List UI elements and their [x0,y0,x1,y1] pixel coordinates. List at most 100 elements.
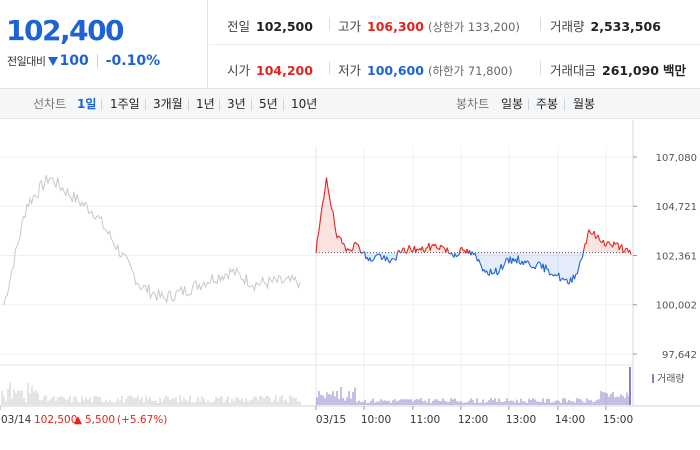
down-area [485,252,487,273]
down-segment [577,262,581,270]
down-segment [530,266,533,269]
high-label: 고가 [338,19,362,34]
tab-10y[interactable]: 10년 [291,97,318,111]
up-area [589,229,591,253]
up-segment [585,234,589,244]
down-area [575,252,578,274]
up-segment [441,245,444,248]
up-segment [318,222,321,234]
up-area [432,244,435,253]
down-segment [504,258,507,264]
down-segment [377,253,380,256]
up-segment [438,244,442,250]
divider [251,99,252,110]
up-segment [322,198,325,204]
up-area [610,244,612,253]
down-segment [490,268,493,275]
x-tick-label: 13:00 [506,414,536,426]
up-segment [588,229,591,233]
tab-5y[interactable]: 5년 [259,97,278,111]
tab-1d[interactable]: 1일 [77,97,97,111]
up-segment [424,247,427,252]
down-area [527,252,529,263]
down-segment [571,274,574,283]
down-segment [373,256,376,261]
down-segment [501,265,505,270]
down-area [550,252,553,275]
down-area [493,252,495,274]
up-area [442,246,444,253]
tab-3y[interactable]: 3년 [227,97,246,111]
down-segment [395,252,398,261]
tab-3m[interactable]: 3개월 [153,97,183,111]
up-area [591,233,593,253]
up-segment [328,194,331,203]
prev-day-series [3,175,301,306]
current-price-box: 102,400 전일대비 100 -0.10% [0,0,208,89]
up-segment [335,231,338,239]
down-area [568,252,570,284]
down-segment [581,249,585,258]
down-area [498,252,500,274]
down-segment [563,279,566,281]
up-area [326,177,328,253]
down-segment [579,259,582,263]
down-segment [449,252,452,255]
up-segment [461,246,464,251]
down-area [549,252,551,276]
up-area [440,244,442,253]
up-segment [354,241,358,245]
down-segment [538,261,541,264]
down-segment [374,254,377,257]
down-segment [361,251,364,254]
up-segment [337,235,341,238]
prev-day-change: 5,500 [85,414,115,426]
change-value: 100 [59,53,89,69]
up-area [625,248,628,253]
tab-weekly[interactable]: 주봉 [536,97,559,111]
down-segment [559,278,562,282]
x-tick-label: 14:00 [555,414,585,426]
tab-1w[interactable]: 1주일 [110,97,140,111]
volume-stat: 거래량 2,533,506 [550,16,661,35]
up-segment [358,247,362,253]
down-area [539,252,541,264]
up-segment [340,237,343,244]
down-segment [496,273,499,276]
volume-label: 거래량 [550,19,585,34]
open-value: 104,200 [256,63,313,78]
tab-1y[interactable]: 1년 [196,97,215,111]
down-area [560,252,562,282]
down-area [537,252,540,263]
up-area [590,232,592,253]
down-area [372,252,374,261]
price-chart[interactable]: 107,080 104,721 102,361 100,002 97,642 거래량 0… [0,120,700,450]
up-segment [331,209,334,212]
up-segment [409,248,413,253]
x-tick-label: 03/14 [1,414,32,426]
open-stat: 시가 104,200 [227,60,313,79]
down-area [526,252,528,264]
down-segment [386,256,389,261]
down-segment [448,252,451,255]
up-area [339,237,341,253]
down-area [570,252,572,283]
up-segment [406,249,409,254]
down-segment [379,254,383,260]
up-area [585,243,587,253]
up-segment [398,249,401,253]
tab-daily[interactable]: 일봉 [501,97,524,111]
down-segment [562,277,565,281]
up-area [426,247,428,253]
up-area [322,198,324,253]
up-segment [357,244,360,248]
divider [145,99,146,110]
up-segment [316,232,320,240]
divider [96,54,98,68]
tab-monthly[interactable]: 월봉 [573,97,596,111]
up-segment [602,239,606,247]
divider [540,17,541,31]
up-segment [626,247,629,253]
x-tick-label: 12:00 [458,414,488,426]
divider [283,99,284,110]
